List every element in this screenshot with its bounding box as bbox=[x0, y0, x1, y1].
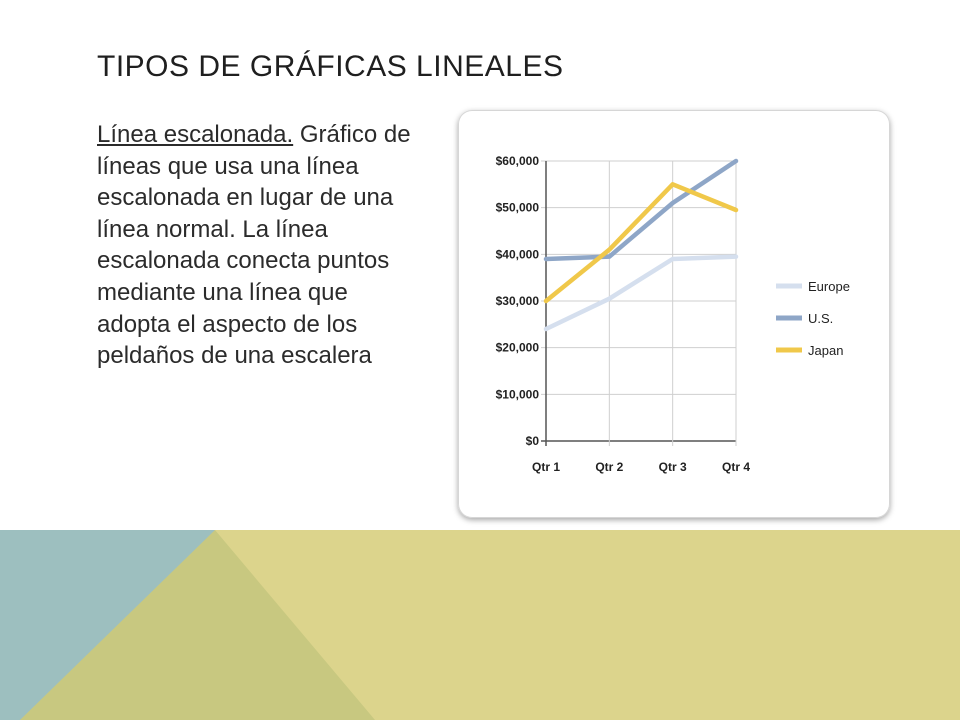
x-tick-label: Qtr 1 bbox=[532, 460, 560, 474]
body-description: Gráfico de líneas que usa una línea esca… bbox=[97, 121, 411, 370]
legend-label: Japan bbox=[808, 343, 843, 358]
chart-card: $0 $10,000 $20,000 $30,000 $40,000 $50,000 $60… bbox=[458, 110, 890, 518]
body-text: Línea escalonada. Gráfico de líneas que … bbox=[97, 119, 427, 372]
deco-blue-triangle bbox=[0, 530, 215, 720]
y-tick-label: $30,000 bbox=[496, 294, 540, 308]
legend-label: U.S. bbox=[808, 311, 833, 326]
series-line-us bbox=[543, 158, 739, 262]
y-tick-label: $0 bbox=[526, 434, 540, 448]
y-tick-label: $50,000 bbox=[496, 201, 540, 215]
series-line-europe bbox=[543, 254, 739, 332]
y-tick-label: $10,000 bbox=[496, 387, 540, 401]
series-line-japan bbox=[543, 182, 739, 304]
y-tick-label: $20,000 bbox=[496, 341, 540, 355]
lead-term: Línea escalonada. bbox=[97, 121, 294, 148]
deco-olive-triangle bbox=[0, 530, 375, 720]
legend-label: Europe bbox=[808, 279, 850, 294]
x-tick-label: Qtr 3 bbox=[659, 460, 687, 474]
line-chart: $0 $10,000 $20,000 $30,000 $40,000 $50,000 $60… bbox=[496, 154, 850, 474]
x-tick-label: Qtr 4 bbox=[722, 460, 750, 474]
y-tick-label: $60,000 bbox=[496, 154, 540, 168]
y-tick-label: $40,000 bbox=[496, 247, 540, 261]
slide-title: TIPOS DE GRÁFICAS LINEALES bbox=[97, 50, 564, 83]
x-tick-label: Qtr 2 bbox=[595, 460, 623, 474]
